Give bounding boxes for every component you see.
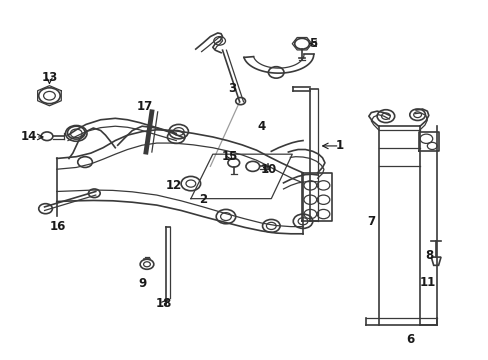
- Text: 12: 12: [165, 179, 182, 192]
- Text: 18: 18: [156, 297, 172, 310]
- Text: 8: 8: [425, 249, 433, 262]
- Text: 14: 14: [21, 130, 37, 144]
- Text: 5: 5: [308, 37, 316, 50]
- Text: 11: 11: [418, 276, 435, 289]
- Text: 1: 1: [335, 139, 343, 152]
- Text: 4: 4: [257, 120, 265, 133]
- Text: 2: 2: [199, 193, 207, 206]
- Text: 3: 3: [228, 82, 236, 95]
- Text: 13: 13: [41, 71, 58, 84]
- Text: 6: 6: [406, 333, 413, 346]
- Text: 15: 15: [221, 150, 238, 163]
- Text: 7: 7: [366, 215, 375, 228]
- Text: 10: 10: [260, 163, 276, 176]
- Text: 16: 16: [50, 220, 66, 233]
- Text: 17: 17: [136, 100, 152, 113]
- Text: 9: 9: [138, 278, 146, 291]
